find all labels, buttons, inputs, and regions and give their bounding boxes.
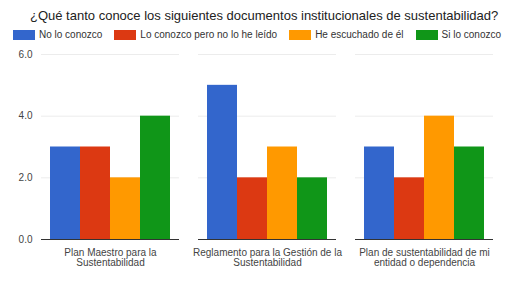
svg-text:4.0: 4.0	[19, 110, 33, 121]
svg-text:2.0: 2.0	[19, 172, 33, 183]
html-text:¿Qué tanto conoce los siguient: ¿Qué tanto conoce los siguientes documen…	[30, 8, 499, 23]
svg-text:Reglamento para la Gestión de: Reglamento para la Gestión de laSustenta…	[193, 247, 342, 268]
svg-text:Plan de sustentabilidad de mie: Plan de sustentabilidad de mientidad o d…	[359, 247, 490, 268]
svg-text:0.0: 0.0	[19, 234, 33, 245]
svg-text:Plan Maestro para laSustentabi: Plan Maestro para laSustentabilidad	[64, 247, 157, 268]
svg-text:6.0: 6.0	[19, 49, 33, 60]
html-text:No lo conozco: No lo conozco	[39, 29, 103, 40]
html-text:He escuchado de él: He escuchado de él	[315, 29, 404, 40]
html-text:Lo conozco pero no lo he leído: Lo conozco pero no lo he leído	[140, 29, 278, 40]
html-text:Si lo conozco: Si lo conozco	[441, 29, 501, 40]
